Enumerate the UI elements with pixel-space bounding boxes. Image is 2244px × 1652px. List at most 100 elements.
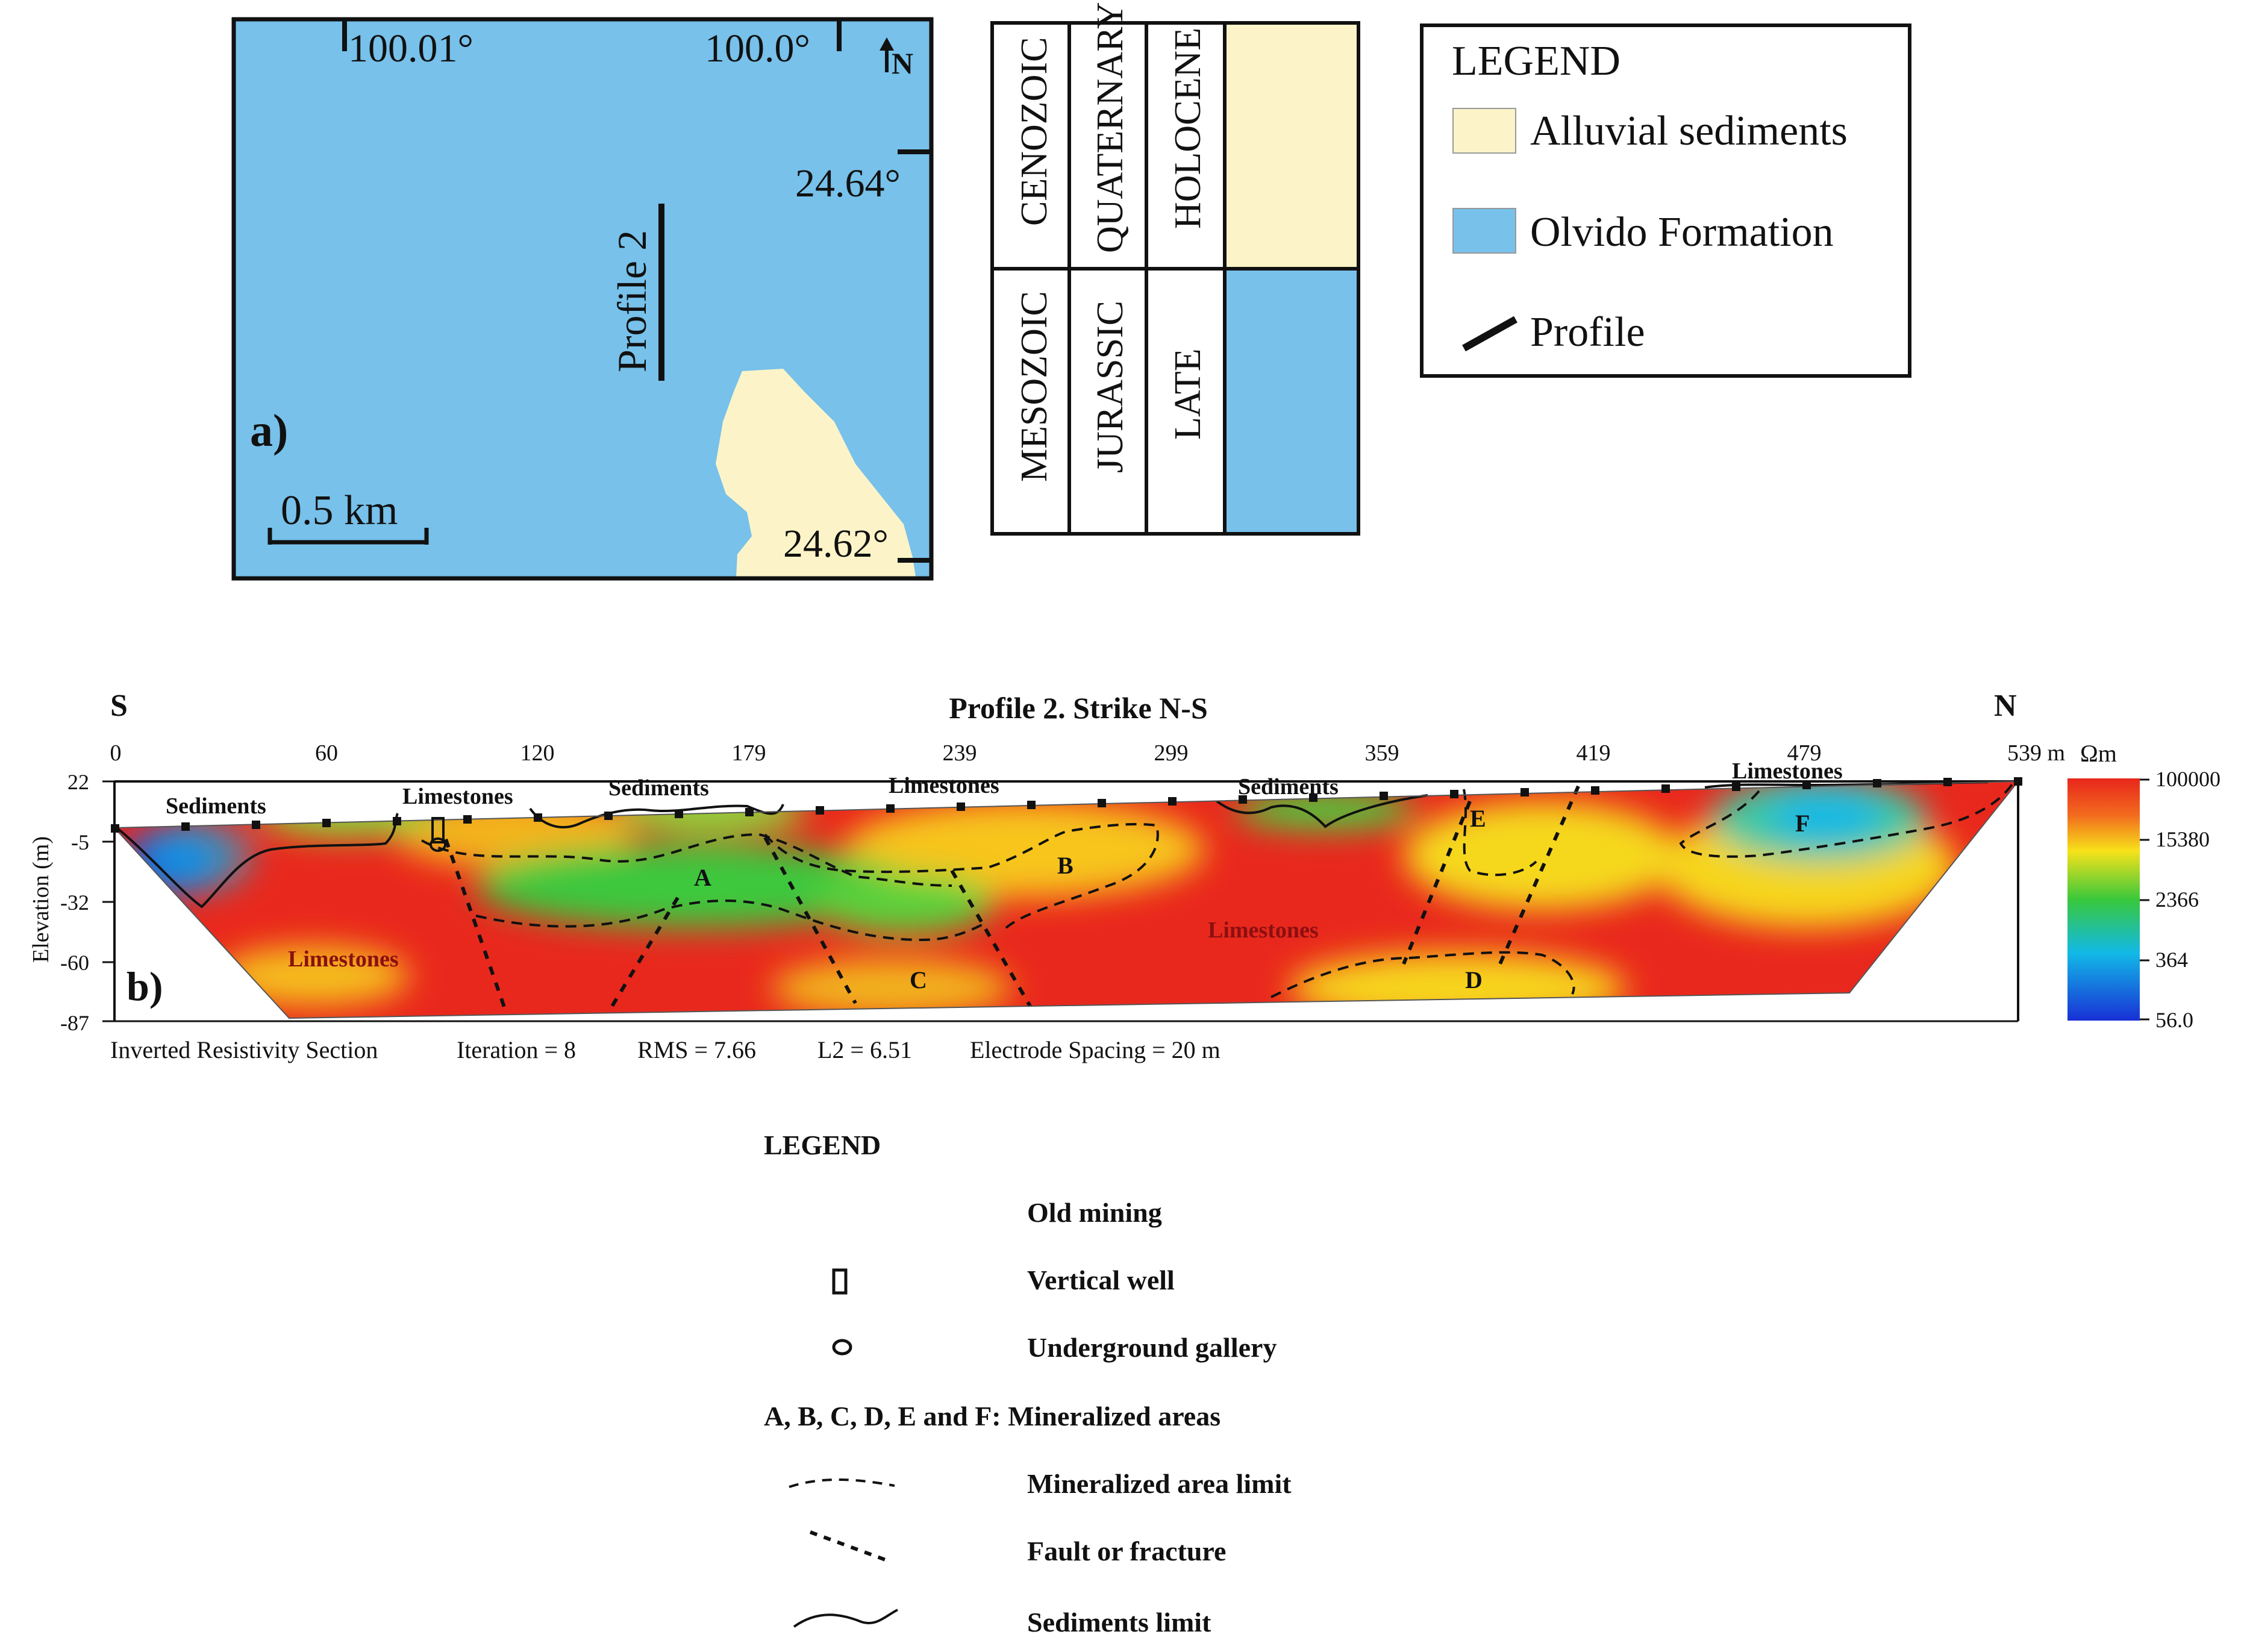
map-legend-item: Olvido Formation [1530,209,1834,255]
faults-fractures [444,785,1580,1013]
y-tick: -87 [60,1011,89,1035]
top-label: Sediments [166,793,266,819]
x-tick: 299 [1154,740,1189,766]
underground-gallery-icon [832,1339,852,1356]
panel-a-label: a) [250,405,288,456]
electrode-marker [604,812,613,820]
lat-bottom-label: 24.62° [783,522,889,566]
footer-spacing: Electrode Spacing = 20 m [970,1036,1220,1063]
north-label: N [892,46,913,80]
color-scale-ticks: 100000 15380 2366 364 56.0 [2140,767,2221,1032]
zone-label: C [910,966,927,993]
sediments-limit-line [116,813,399,909]
electrode-marker [322,819,331,827]
top-label: Sediments [608,775,709,801]
x-axis-ticks: 0 60 120 179 239 299 359 419 479 539 m [110,740,2066,766]
section-legend: LEGEND Old mining Vertical well Undergro… [764,1130,1292,1638]
scale-label: 0.5 km [281,487,398,534]
scale-tick: 100000 [2155,767,2221,791]
electrode-marker [393,817,401,825]
electrode-marker [1873,779,1881,787]
alluvial-sediment-area [716,369,916,577]
lat-top-label: 24.64° [795,161,901,205]
electrode-marker [1450,790,1458,798]
period-quaternary: QUATERNARY [1090,2,1131,253]
unit-label: Ωm [2080,740,2117,767]
x-tick: 479 [1787,740,1822,766]
olvido-swatch [1452,208,1516,254]
section-title: Profile 2. Strike N-S [949,691,1208,725]
section-left-end: S [110,689,128,723]
electrode-marker [1943,778,1952,786]
vertical-well-icon [832,1268,848,1295]
x-tick: 359 [1365,740,1399,766]
y-axis-ticks: 22 -5 -32 -60 -87 [60,770,114,1035]
north-arrow-icon [880,37,894,72]
dotted-diagonal-icon [809,1530,892,1563]
mineralized-area-limits [421,783,2013,998]
electrode-marker [2014,777,2022,786]
footer-iteration: Iteration = 8 [457,1036,576,1063]
x-tick: 120 [520,740,555,766]
electrode-marker [1802,781,1811,789]
zone-label: E [1470,805,1486,832]
location-map: 100.01° 100.0° 24.64° 24.62° N Profile 2… [231,17,934,581]
electrode-marker [181,822,190,831]
x-tick: 419 [1577,740,1611,766]
map-legend: LEGEND Alluvial sediments Olvido Formati… [1420,23,1911,378]
era-mesozoic: MESOZOIC [1014,291,1055,482]
lon-right-label: 100.0° [705,27,810,70]
color-scale-bar [2067,778,2140,1021]
y-axis-label: Elevation (m) [28,836,54,963]
map-legend-frame [1420,23,1911,378]
map-legend-item: Profile [1530,309,1645,355]
panel-b-label: b) [127,963,163,1009]
underground-gallery-icon [430,837,446,852]
map-legend-item: Alluvial sediments [1530,108,1848,154]
section-legend-title: LEGEND [764,1130,881,1160]
section-top-labels: Sediments Limestones Sediments Limestone… [166,759,1843,819]
epoch-holocene: HOLOCENE [1167,28,1208,229]
map-legend-title: LEGEND [1452,38,1620,84]
zone-label: D [1465,966,1483,993]
top-label: Limestones [402,784,513,809]
footer-rms: RMS = 7.66 [637,1036,756,1063]
electrode-marker [1591,786,1599,795]
electrode-marker [1520,788,1529,796]
section-footer: Inverted Resistivity Section Iteration =… [110,1036,1220,1063]
zone-label: F [1795,810,1810,837]
electrode-marker [1239,795,1247,804]
electrode-marker [534,813,542,822]
electrode-marker [957,803,965,811]
y-tick: -5 [71,830,89,854]
electrode-marker [1027,801,1036,809]
electrode-marker [463,815,472,824]
section-legend-item: A, B, C, D, E and F: Mineralized areas [764,1401,1220,1431]
unit-cenozoic-swatch [1225,23,1358,269]
electrode-marker [252,821,260,829]
section-legend-item: Old mining [1027,1197,1162,1228]
electrode-marker [745,808,754,816]
resistivity-fill [114,781,2018,1018]
electrode-marker [1380,792,1388,800]
resistivity-section: S N Profile 2. Strike N-S 0 60 120 179 2… [28,689,2221,1063]
top-label: Limestones [1732,759,1843,784]
electrode-marker [886,804,895,813]
scale-tick: 56.0 [2155,1008,2193,1032]
y-tick: 22 [67,770,89,794]
footer-l2: L2 = 6.51 [817,1036,912,1063]
electrode-marker [816,806,824,815]
section-right-end: N [1994,689,2017,723]
y-tick: -60 [60,951,89,975]
epoch-late: LATE [1167,348,1208,440]
electrode-marker [675,810,683,818]
body-label: Limestones [1208,918,1319,943]
unit-mesozoic-swatch [1225,269,1358,534]
x-tick: 239 [943,740,977,766]
dashed-arc-icon [789,1478,895,1488]
electrode-marker [111,824,119,833]
section-legend-item: Fault or fracture [1027,1536,1226,1566]
strat-frame [990,21,1360,536]
vertical-well-icon [431,817,445,843]
